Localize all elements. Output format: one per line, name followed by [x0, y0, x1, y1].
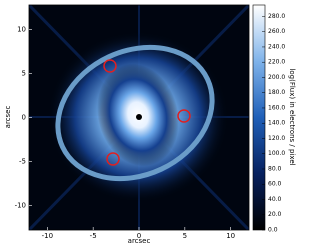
- y-axis-label: arcsec: [4, 106, 12, 129]
- colorbar-label: log(Flux) in electrons / pixel: [288, 68, 296, 165]
- y-tick-label: 10: [17, 26, 26, 34]
- colorbar-tick-label: 20.0: [268, 211, 282, 218]
- colorbar-tick-label: 200.0: [268, 74, 285, 81]
- colorbar: [252, 4, 266, 231]
- image: [29, 5, 249, 230]
- y-tick-label: 5: [22, 70, 26, 78]
- colorbar-tick-label: 60.0: [268, 181, 282, 188]
- y-tick-label: -10: [15, 201, 26, 209]
- chart: arcsec arcsec log(Flux) in electrons / p…: [4, 4, 296, 245]
- colorbar-tick-label: 0.0: [268, 227, 278, 234]
- x-tick-label: 10: [226, 232, 235, 240]
- x-tick-label: -5: [90, 232, 97, 240]
- colorbar-tick-label: 100.0: [268, 150, 285, 157]
- x-axis-label: arcsec: [128, 237, 151, 245]
- colorbar-tick-label: 240.0: [268, 43, 285, 50]
- y-tick-label: -5: [19, 157, 26, 165]
- colorbar-tick-label: 80.0: [268, 165, 282, 172]
- colorbar-tick-label: 180.0: [268, 89, 285, 96]
- colorbar-tick-label: 160.0: [268, 104, 285, 111]
- colorbar-tick-label: 260.0: [268, 28, 285, 35]
- colorbar-tick-label: 220.0: [268, 59, 285, 66]
- colorbar-tick-label: 280.0: [268, 13, 285, 20]
- colorbar-tick-label: 120.0: [268, 135, 285, 142]
- x-tick-label: 0: [137, 232, 141, 240]
- colorbar-tick-label: 40.0: [268, 196, 282, 203]
- x-tick-label: -10: [42, 232, 53, 240]
- y-tick-label: 0: [22, 114, 26, 122]
- colorbar-tick-label: 140.0: [268, 120, 285, 127]
- x-tick-label: 5: [183, 232, 187, 240]
